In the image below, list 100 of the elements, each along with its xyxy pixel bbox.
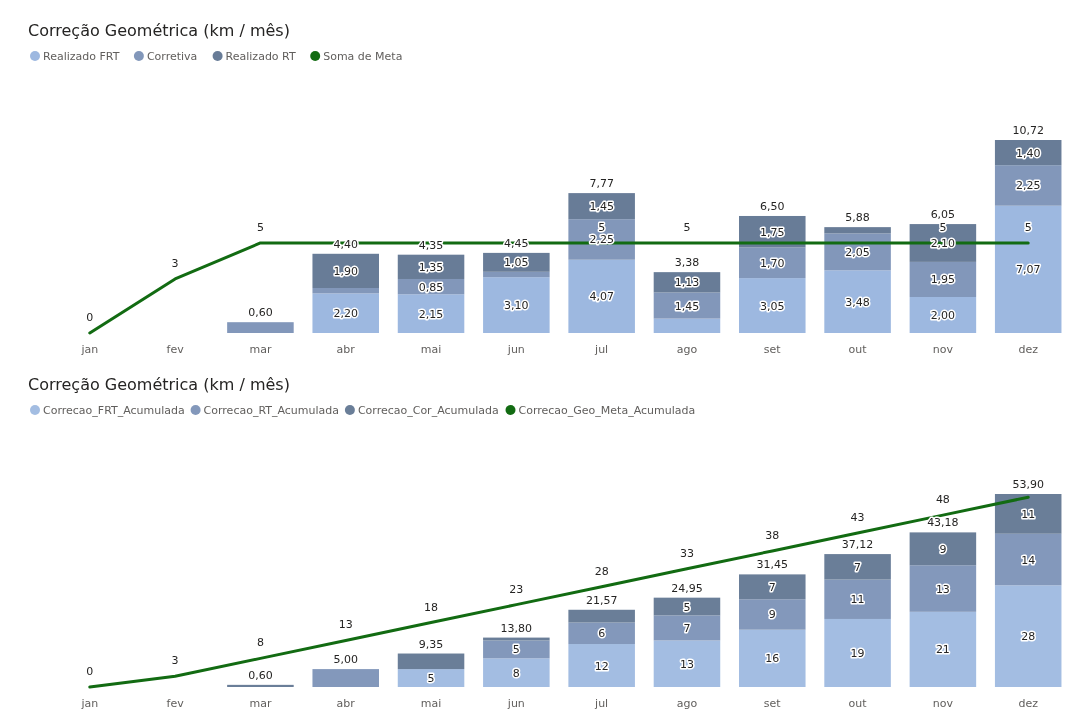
data-label: 2,00	[930, 309, 956, 322]
data-label: 3,10	[504, 299, 529, 313]
data-label: 1,05	[504, 256, 529, 270]
bar	[653, 640, 721, 687]
data-label: 48	[935, 493, 950, 507]
data-label: 3	[171, 654, 179, 668]
bar	[824, 554, 891, 580]
x-tick-label: set	[763, 697, 782, 710]
data-label: 1,35	[418, 260, 444, 274]
bar	[483, 640, 550, 659]
data-label: 2,05	[845, 245, 870, 259]
bar	[994, 165, 1062, 206]
total-label: 6,05	[930, 208, 956, 222]
bar	[739, 599, 806, 630]
bar	[909, 532, 977, 566]
data-label: 28	[1021, 630, 1036, 644]
bar	[909, 565, 977, 612]
total-label: 5,00	[333, 653, 358, 667]
legend-label: Correcao_FRT_Acumulada	[43, 404, 185, 417]
text: Correção Geométrica (km / mês)	[28, 375, 290, 394]
x-tick-label: mai	[420, 697, 442, 710]
x-tick-label: set	[763, 343, 782, 356]
bar	[568, 609, 635, 623]
data-label: 11	[850, 593, 865, 607]
data-label: 21	[935, 643, 950, 657]
total-label: 13,80	[500, 621, 533, 635]
x-tick-label: jan	[80, 697, 99, 710]
data-label: 1,70	[760, 256, 785, 270]
bar	[227, 322, 294, 333]
x-tick-label: out	[848, 697, 868, 710]
data-label: 2,15	[418, 307, 444, 321]
total-label: 24,95	[671, 581, 703, 595]
x-tick-label: mar	[249, 343, 272, 356]
legend-label: Realizado RT	[225, 50, 296, 63]
chart-title: Correção Geométrica (km / mês)	[28, 21, 290, 40]
total-label: 37,12	[841, 538, 874, 552]
data-label: 3	[171, 256, 179, 270]
data-label: 16	[765, 652, 780, 666]
total-label: 9,35	[418, 637, 444, 651]
data-label: 5	[512, 643, 520, 657]
bar	[824, 618, 891, 687]
x-tick-label: fev	[166, 343, 185, 356]
x-tick-label: jul	[594, 343, 609, 356]
data-label: 0,85	[418, 280, 444, 294]
data-label: 2,10	[930, 236, 956, 250]
data-label: 14	[1021, 553, 1036, 567]
legend-label: Correcao_Cor_Acumulada	[357, 404, 499, 417]
total-label: 43,18	[927, 516, 959, 530]
bar	[739, 278, 806, 333]
legend-label: Soma de Meta	[323, 50, 403, 63]
data-label: 5	[598, 220, 606, 234]
total-label: 5,88	[845, 211, 870, 225]
data-label: 1,40	[1015, 146, 1041, 160]
data-label: 1,90	[333, 264, 358, 278]
bar	[994, 533, 1062, 586]
data-label: 18	[424, 600, 439, 614]
bar	[739, 629, 806, 687]
bar	[483, 658, 550, 687]
x-tick-label: jun	[506, 343, 525, 356]
x-tick-label: jul	[594, 697, 609, 710]
bar	[994, 585, 1062, 687]
data-label: 8	[512, 666, 520, 680]
x-tick-label: mar	[249, 697, 272, 710]
x-tick-label: ago	[676, 343, 698, 356]
bar	[483, 277, 550, 333]
bar	[568, 644, 635, 687]
data-label: 28	[594, 564, 609, 578]
bar	[483, 271, 550, 278]
data-label: 3,48	[845, 295, 870, 309]
bar	[824, 227, 891, 234]
bar	[824, 579, 891, 619]
data-label: 1,75	[760, 225, 785, 239]
data-label: 0	[86, 665, 94, 678]
total-label: 0,60	[248, 306, 273, 320]
data-label: 6	[598, 627, 606, 641]
data-label: 7,07	[1015, 263, 1041, 277]
data-label: 8	[256, 636, 264, 650]
data-label: 5	[683, 600, 691, 614]
x-tick-label: jan	[80, 343, 99, 356]
bar	[994, 494, 1062, 534]
bar	[653, 318, 721, 333]
data-label: 19	[850, 646, 865, 660]
x-tick-label: dez	[1018, 343, 1039, 356]
bar	[994, 205, 1062, 333]
total-label: 31,45	[756, 558, 789, 572]
data-label: 1,45	[674, 299, 700, 313]
bar	[653, 615, 721, 641]
data-label: 9	[768, 608, 776, 622]
data-label: 7	[854, 560, 862, 574]
bar	[909, 611, 977, 687]
data-label: 33	[679, 546, 694, 560]
total-label: 7,77	[589, 177, 614, 191]
data-label: 7	[683, 621, 691, 635]
bar	[739, 574, 806, 600]
total-label: 53,90	[1012, 478, 1044, 491]
bar	[568, 259, 635, 333]
bar	[312, 293, 379, 333]
bar	[312, 287, 379, 294]
total-label: 4,45	[504, 236, 529, 250]
total-label: 10,72	[1012, 124, 1044, 137]
